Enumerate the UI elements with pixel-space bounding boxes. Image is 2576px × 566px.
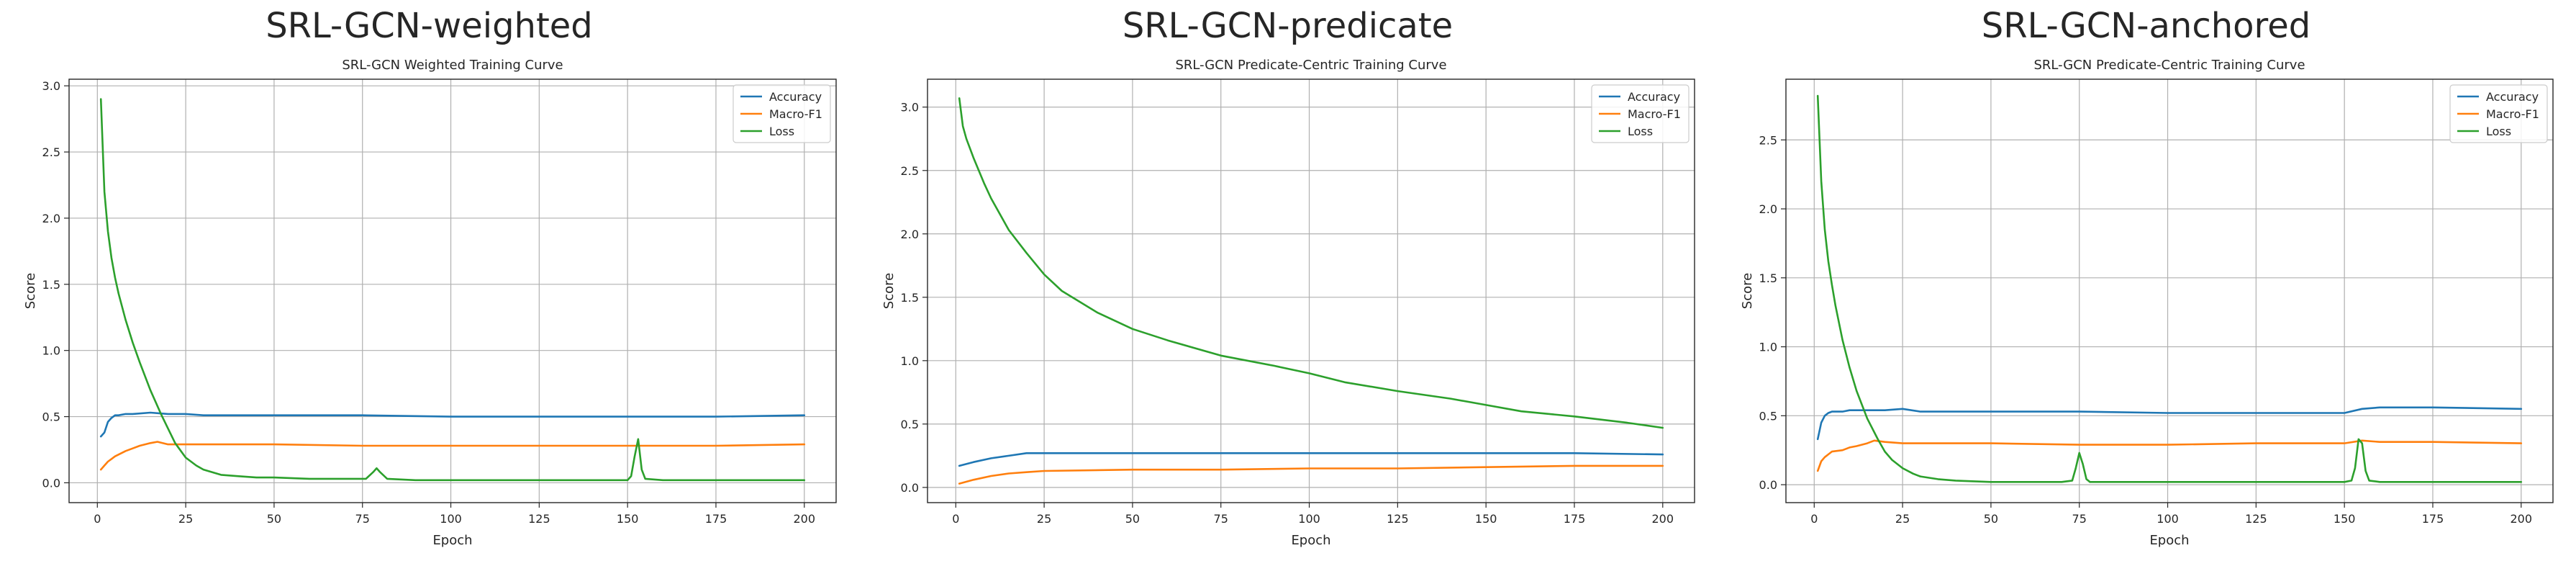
legend: Accuracy Macro-F1 Loss <box>2449 84 2548 143</box>
y-tick-label: 0.0 <box>901 481 919 495</box>
x-tick-label: 200 <box>2511 512 2533 526</box>
y-tick-label: 2.5 <box>1759 133 1777 147</box>
x-tick-label: 100 <box>1298 512 1320 526</box>
legend-label-accuracy: Accuracy <box>1628 90 1680 104</box>
x-tick-label: 75 <box>2072 512 2087 526</box>
axes-title: SRL-GCN Predicate-Centric Training Curve <box>2033 58 2305 73</box>
legend-label-loss: Loss <box>2486 125 2511 138</box>
axes-title: SRL-GCN Predicate-Centric Training Curve <box>1175 58 1446 73</box>
x-tick-label: 150 <box>1475 512 1497 526</box>
y-tick-label: 1.0 <box>1759 341 1777 354</box>
y-tick-label: 2.5 <box>42 145 60 159</box>
series-line-loss <box>99 98 806 482</box>
x-tick-label: 0 <box>952 512 959 526</box>
axes-frame <box>1785 78 2554 503</box>
legend-label-loss: Loss <box>769 125 794 138</box>
x-tick-label: 150 <box>2334 512 2356 526</box>
x-tick-label: 75 <box>355 512 370 526</box>
legend-box <box>733 84 831 143</box>
y-tick-label: 0.5 <box>42 410 60 424</box>
series-line-accuracy <box>958 452 1664 467</box>
axes-title: SRL-GCN Weighted Training Curve <box>342 58 563 73</box>
axes-frame <box>68 78 837 503</box>
legend-label-macro_f1: Macro-F1 <box>1628 107 1681 121</box>
panel-title: SRL-GCN-weighted <box>266 6 593 46</box>
x-tick-label: 175 <box>1564 512 1586 526</box>
series-line-macro_f1 <box>99 441 806 471</box>
panel-title: SRL-GCN-anchored <box>1981 6 2311 46</box>
x-axis-label: Epoch <box>2149 533 2189 548</box>
x-tick-label: 50 <box>267 512 281 526</box>
x-tick-label: 125 <box>2245 512 2267 526</box>
y-tick-label: 2.0 <box>901 228 919 241</box>
x-tick-label: 200 <box>794 512 816 526</box>
x-tick-label: 75 <box>1214 512 1228 526</box>
chart-anchored: SRL-GCN Predicate-Centric Training Curve… <box>1740 58 2554 548</box>
axes-frame <box>927 78 1695 503</box>
chart-predicate: SRL-GCN Predicate-Centric Training Curve… <box>881 58 1695 548</box>
x-tick-label: 100 <box>2157 512 2179 526</box>
series-line-accuracy <box>99 411 806 438</box>
x-axis-label: Epoch <box>432 533 472 548</box>
x-axis-label: Epoch <box>1291 533 1330 548</box>
y-tick-label: 2.5 <box>901 164 919 178</box>
legend-label-accuracy: Accuracy <box>2486 90 2539 104</box>
y-axis-label: Score <box>881 273 897 309</box>
legend-label-macro_f1: Macro-F1 <box>2486 107 2539 121</box>
x-tick-label: 50 <box>1984 512 1998 526</box>
series-line-accuracy <box>1816 406 2523 441</box>
series-line-loss <box>1816 94 2523 483</box>
series-line-macro_f1 <box>1816 439 2523 472</box>
panel-anchored: SRL-GCN-anchored SRL-GCN Predicate-Centr… <box>1717 0 2575 566</box>
legend: Accuracy Macro-F1 Loss <box>1591 84 1690 143</box>
y-tick-label: 3.0 <box>42 79 60 93</box>
y-axis-label: Score <box>23 273 38 309</box>
x-tick-label: 175 <box>705 512 727 526</box>
legend-label-macro_f1: Macro-F1 <box>769 107 822 121</box>
y-tick-label: 0.5 <box>901 418 919 431</box>
y-tick-label: 1.5 <box>901 291 919 305</box>
y-tick-label: 1.5 <box>42 278 60 292</box>
x-tick-label: 125 <box>528 512 550 526</box>
x-tick-label: 0 <box>1810 512 1818 526</box>
x-tick-label: 150 <box>617 512 639 526</box>
y-tick-label: 2.0 <box>42 212 60 225</box>
x-tick-label: 25 <box>1895 512 1910 526</box>
x-tick-label: 200 <box>1652 512 1674 526</box>
y-tick-label: 0.5 <box>1759 409 1777 423</box>
x-tick-label: 50 <box>1125 512 1140 526</box>
legend-label-accuracy: Accuracy <box>769 90 822 104</box>
chart-weighted: SRL-GCN Weighted Training Curve 0 25 50 75 10… <box>23 58 837 548</box>
legend-label-loss: Loss <box>1628 125 1653 138</box>
series-line-loss <box>958 97 1664 429</box>
grid <box>69 79 836 503</box>
grid <box>928 79 1695 503</box>
grid <box>1786 79 2553 503</box>
legend-box <box>1591 84 1690 143</box>
y-tick-label: 0.0 <box>42 476 60 490</box>
x-tick-label: 175 <box>2422 512 2444 526</box>
x-tick-label: 0 <box>94 512 101 526</box>
y-tick-label: 1.0 <box>42 344 60 358</box>
x-tick-label: 100 <box>440 512 462 526</box>
legend: Accuracy Macro-F1 Loss <box>733 84 831 143</box>
x-tick-label: 25 <box>1037 512 1051 526</box>
x-tick-label: 125 <box>1387 512 1409 526</box>
y-tick-label: 2.0 <box>1759 202 1777 216</box>
panel-weighted: SRL-GCN-weighted SRL-GCN Weighted Traini… <box>0 0 858 566</box>
x-tick-label: 25 <box>178 512 193 526</box>
y-tick-label: 1.5 <box>1759 271 1777 285</box>
y-tick-label: 3.0 <box>901 101 919 114</box>
y-axis-label: Score <box>1740 273 1755 309</box>
panel-title: SRL-GCN-predicate <box>1122 6 1453 46</box>
y-tick-label: 0.0 <box>1759 478 1777 492</box>
legend-box <box>2449 84 2548 143</box>
panel-predicate: SRL-GCN-predicate SRL-GCN Predicate-Cent… <box>858 0 1717 566</box>
y-tick-label: 1.0 <box>901 354 919 368</box>
series-line-macro_f1 <box>958 464 1664 485</box>
